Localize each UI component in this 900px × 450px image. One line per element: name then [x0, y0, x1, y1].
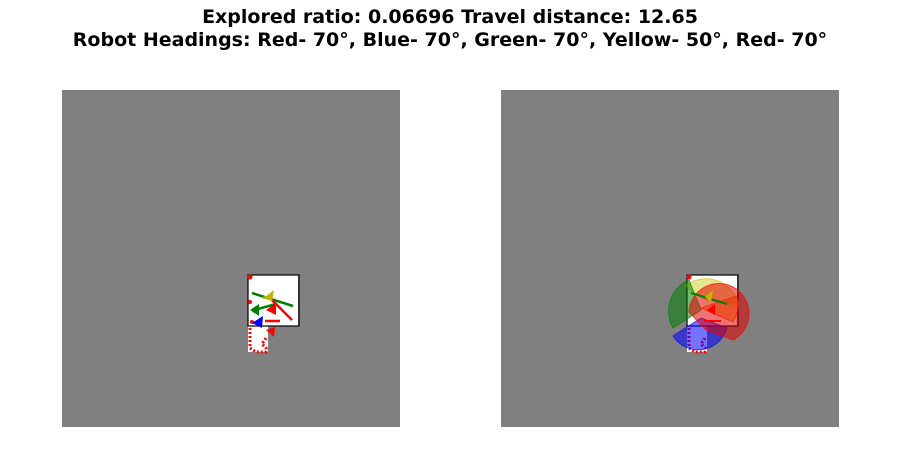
frontier-trail	[248, 328, 268, 354]
red-robot-marker	[266, 303, 276, 315]
figure-title: Explored ratio: 0.06696 Travel distance:…	[0, 6, 900, 52]
green-robot-marker	[250, 304, 259, 316]
left-map-canvas	[247, 274, 300, 354]
green-fov-sector	[668, 279, 702, 329]
red-robot-marker-2	[266, 327, 275, 337]
title-line-explored: Explored ratio: 0.06696 Travel distance:…	[202, 6, 698, 28]
frontier-dot	[686, 274, 692, 280]
room-outline	[247, 274, 300, 327]
frontier-dot	[248, 300, 252, 304]
yellow-robot-marker	[265, 290, 274, 302]
left-map-panel	[62, 90, 400, 427]
yellow-robot-marker	[705, 290, 713, 302]
red-robot-marker	[707, 304, 715, 315]
title-line-headings: Robot Headings: Red- 70°, Blue- 70°, Gre…	[72, 29, 828, 51]
frontier-dot	[247, 274, 253, 280]
right-map-canvas	[668, 274, 750, 354]
right-map-panel	[501, 90, 839, 427]
blue-robot-marker	[252, 316, 263, 328]
